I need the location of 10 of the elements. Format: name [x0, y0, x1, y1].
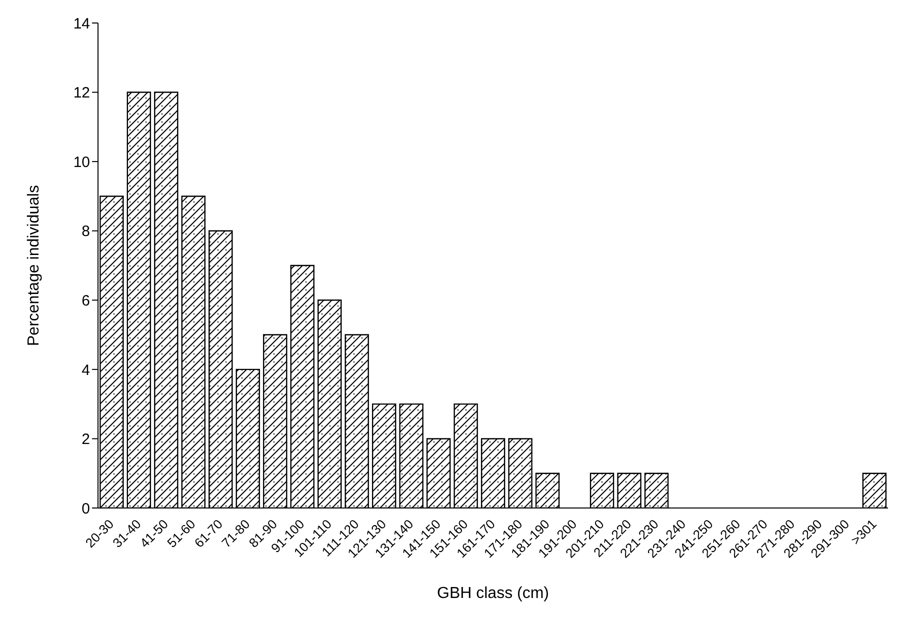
y-tick-label: 12	[73, 84, 90, 102]
y-tick-label: 8	[82, 223, 90, 240]
y-axis-title: Percentage individuals	[26, 185, 43, 346]
y-tick-label: 6	[82, 292, 90, 310]
y-tick-label: 4	[82, 362, 90, 379]
y-tick-label: 2	[82, 431, 90, 448]
y-tick-label: 10	[73, 154, 90, 171]
y-tick-label: 14	[73, 15, 90, 32]
x-axis-title: GBH class (cm)	[437, 585, 549, 602]
y-tick-label: 0	[82, 500, 90, 518]
